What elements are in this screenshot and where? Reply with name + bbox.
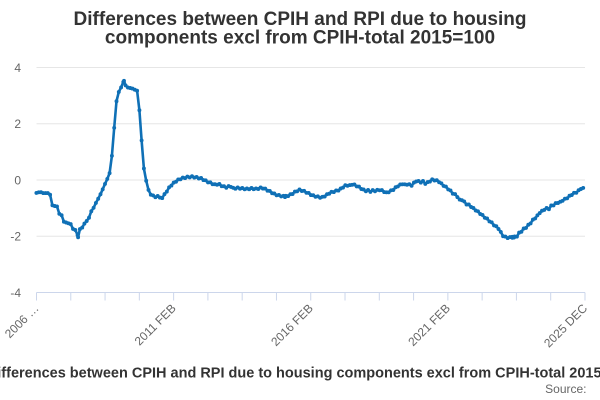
svg-text:Differences between CPIH and R: Differences between CPIH and RPI due to …	[0, 366, 600, 382]
svg-text:components excl from CPIH-tota: components excl from CPIH-total 2015=100	[105, 28, 495, 49]
svg-text:Differences between CPIH and R: Differences between CPIH and RPI due to …	[74, 9, 527, 30]
svg-text:-4: -4	[10, 286, 21, 300]
svg-text:4: 4	[14, 61, 21, 75]
svg-text:Source:: Source:	[545, 382, 586, 396]
svg-text:-2: -2	[10, 230, 21, 244]
svg-text:2: 2	[14, 117, 21, 131]
svg-text:0: 0	[14, 173, 21, 187]
